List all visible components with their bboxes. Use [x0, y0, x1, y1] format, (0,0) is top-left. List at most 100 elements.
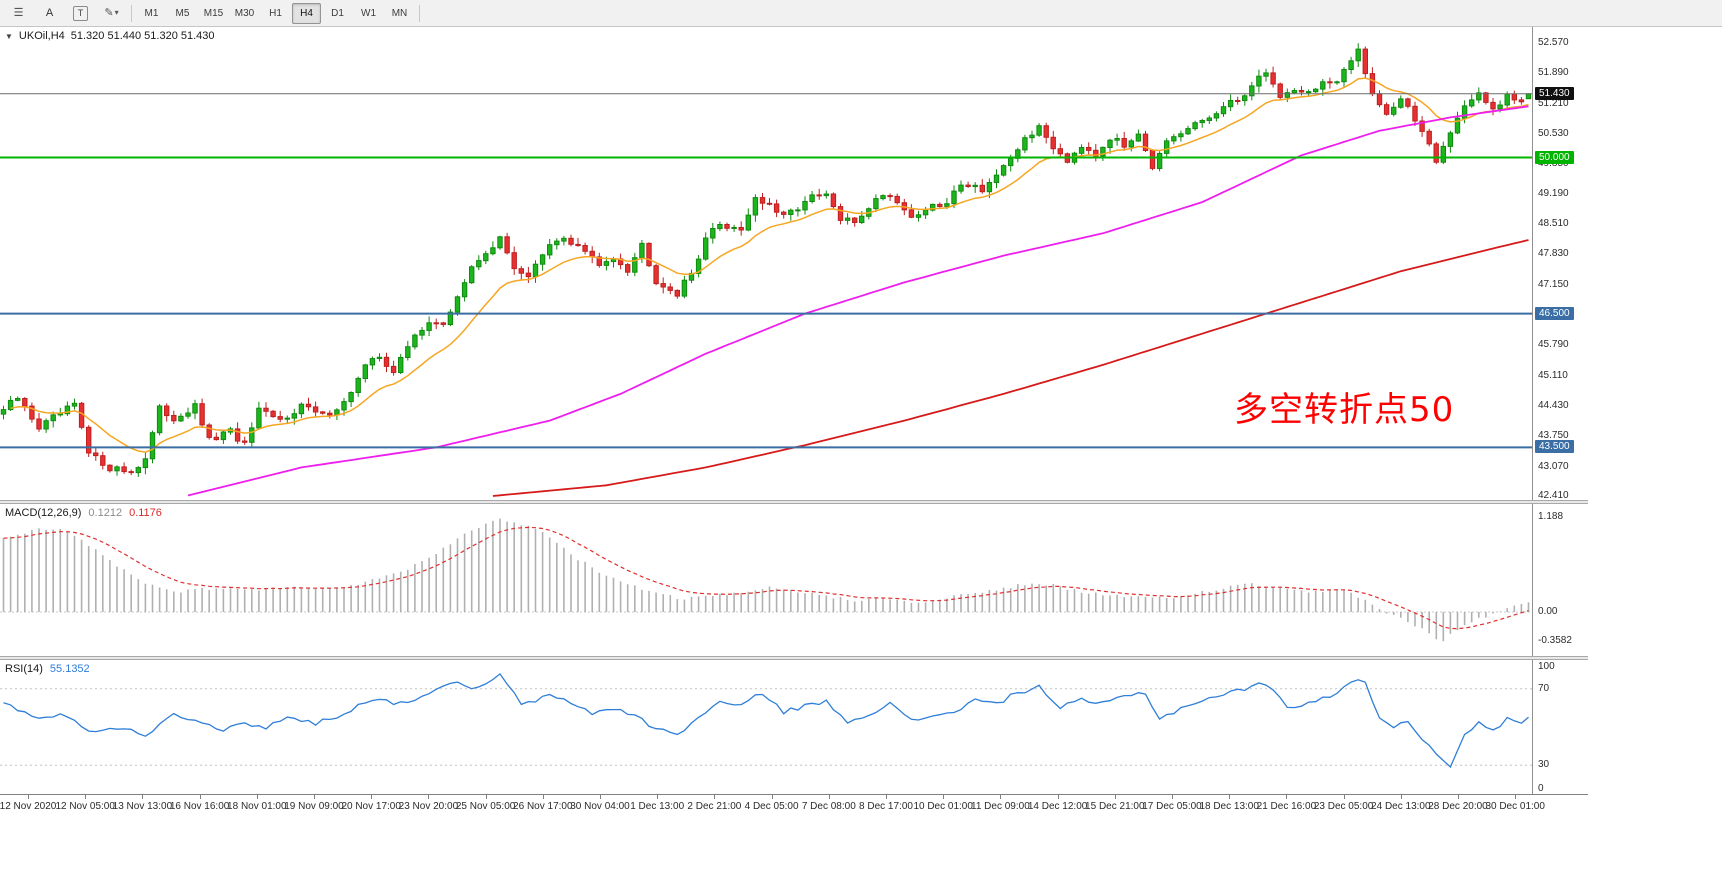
chart-lines-button[interactable]: ☰ — [4, 3, 33, 24]
time-tick — [314, 795, 315, 799]
time-axis-label: 23 Nov 20:00 — [398, 801, 459, 812]
rsi-title: RSI(14) — [5, 663, 43, 675]
time-tick — [199, 795, 201, 799]
time-tick — [1515, 795, 1517, 799]
symbol-title: UKOil,H4 — [18, 30, 65, 42]
timeframe-group: M1 M5 M15 M30 H1 H4 D1 W1 MN — [136, 2, 415, 24]
time-axis-label: 13 Nov 13:00 — [112, 801, 173, 812]
time-tick — [657, 795, 659, 799]
price-level-badge: 46.500 — [1535, 306, 1574, 320]
time-axis-label: 30 Dec 01:00 — [1485, 801, 1545, 812]
chart-lines-icon: ☰ — [13, 6, 24, 19]
time-tick — [371, 795, 373, 799]
price-tick-label: 48.510 — [1538, 217, 1569, 229]
symbol-dropdown-arrow-icon[interactable]: ▼ — [5, 31, 13, 41]
time-axis-label: 14 Dec 12:00 — [1027, 801, 1088, 812]
time-axis-label: 8 Dec 17:00 — [859, 801, 913, 812]
timeframe-button-m15[interactable]: M15 — [203, 7, 224, 19]
price-tick-label: 43.750 — [1538, 430, 1569, 442]
time-tick — [1286, 795, 1288, 799]
panel-divider[interactable] — [0, 656, 1588, 660]
time-tick — [828, 795, 830, 799]
price-tick-label: 43.070 — [1538, 460, 1569, 472]
time-tick — [1458, 795, 1459, 799]
text-annotation-button[interactable]: A — [35, 3, 64, 24]
time-tick — [771, 795, 773, 799]
price-tick-label: 47.830 — [1538, 248, 1569, 260]
time-tick — [943, 795, 945, 799]
rsi-label: RSI(14) 55.1352 — [5, 663, 90, 675]
time-tick — [1000, 795, 1002, 799]
price-tick-label: 44.430 — [1538, 399, 1569, 411]
time-tick — [1229, 795, 1231, 799]
shapes-dropdown-button[interactable]: ✎ ▾ — [97, 3, 126, 24]
rsi-axis: 100 70 30 0 — [1534, 660, 1588, 794]
price-level-badge: 50.000 — [1535, 150, 1574, 164]
macd-panel[interactable]: MACD(12,26,9) 0.1212 0.1176 — [0, 504, 1532, 656]
macd-label: MACD(12,26,9) 0.1212 0.1176 — [5, 507, 162, 519]
price-tick-label: 49.190 — [1538, 187, 1569, 199]
price-tick-label: 42.410 — [1538, 489, 1569, 501]
time-axis-label: 12 Nov 05:00 — [55, 801, 115, 812]
text-a-icon: A — [45, 7, 54, 19]
time-tick — [28, 795, 29, 799]
time-axis-label: 4 Dec 05:00 — [744, 801, 799, 812]
panel-divider[interactable] — [0, 500, 1588, 504]
time-axis-label: 11 Dec 09:00 — [971, 801, 1030, 812]
rsi-svg — [0, 672, 1532, 769]
rsi-tick-label: 100 — [1538, 661, 1555, 672]
rsi-tick-label: 70 — [1538, 682, 1550, 694]
price-chart-svg — [0, 43, 1532, 497]
time-tick — [886, 795, 887, 799]
time-axis-label: 2 Dec 21:00 — [687, 801, 742, 812]
toolbar-separator — [419, 4, 420, 22]
toolbar-separator — [131, 4, 132, 22]
time-axis-label: 28 Dec 20:00 — [1428, 801, 1488, 812]
top-toolbar: ☰ A T ✎ ▾ M1 M5 M15 M30 H1 H4 D1 W1 MN — [0, 0, 1722, 27]
rsi-panel[interactable]: RSI(14) 55.1352 — [0, 660, 1532, 794]
time-axis-label: 16 Nov 16:00 — [169, 801, 230, 812]
time-axis-label: 23 Dec 05:00 — [1313, 801, 1374, 812]
time-axis-label: 25 Nov 05:00 — [455, 801, 516, 812]
timeframe-button-d1[interactable]: D1 — [331, 7, 344, 19]
price-chart-panel[interactable]: ▼ UKOil,H4 51.320 51.440 51.320 51.430 多… — [0, 26, 1532, 500]
macd-axis: 1.188 0.00 -0.3582 — [1534, 504, 1588, 656]
macd-tick-label: 0.00 — [1538, 606, 1558, 617]
price-tick-label: 45.110 — [1538, 369, 1568, 381]
time-tick — [85, 795, 87, 799]
time-axis-label: 18 Nov 01:00 — [227, 801, 287, 812]
price-axis[interactable]: 52.570 51.890 51.210 50.530 49.850 49.190 48.5… — [1534, 26, 1588, 501]
time-tick — [1114, 795, 1116, 799]
time-tick — [1172, 795, 1173, 799]
time-axis-label: 1 Dec 13:00 — [630, 801, 685, 812]
timeframe-button-h4[interactable]: H4 — [292, 2, 321, 24]
price-tick-label: 51.210 — [1538, 97, 1569, 109]
price-tick-label: 47.150 — [1538, 278, 1569, 290]
time-tick — [600, 795, 601, 799]
timeframe-button-mn[interactable]: MN — [391, 7, 408, 19]
timeframe-button-h1[interactable]: H1 — [269, 7, 282, 19]
timeframe-button-w1[interactable]: W1 — [361, 7, 376, 19]
time-axis-label: 19 Nov 09:00 — [284, 801, 344, 812]
timeframe-button-m1[interactable]: M1 — [144, 7, 159, 19]
macd-tick-label: 1.188 — [1538, 510, 1564, 522]
timeframe-button-m5[interactable]: M5 — [175, 7, 190, 19]
time-axis-label: 12 Nov 2020 — [0, 801, 57, 812]
macd-title: MACD(12,26,9) — [5, 507, 82, 519]
price-tick-label: 50.530 — [1538, 127, 1569, 139]
text-label-icon: T — [73, 5, 88, 21]
time-axis-label: 17 Dec 05:00 — [1142, 801, 1202, 812]
macd-signal-value: 0.1176 — [129, 507, 162, 519]
timeframe-button-m30[interactable]: M30 — [234, 7, 255, 19]
rsi-tick-label: 0 — [1538, 783, 1544, 794]
time-tick — [428, 795, 430, 799]
rsi-value: 55.1352 — [49, 663, 90, 675]
ohlc-values: 51.320 51.440 51.320 51.430 — [70, 30, 215, 42]
time-axis-label: 10 Dec 01:00 — [913, 801, 973, 812]
price-tick-label: 49.850 — [1538, 158, 1569, 170]
price-tick-label: 45.790 — [1538, 339, 1569, 351]
time-axis[interactable]: 12 Nov 2020 12 Nov 05:00 13 Nov 13:00 16 No… — [0, 794, 1588, 819]
current-price-badge: 51.430 — [1535, 86, 1574, 100]
text-label-button[interactable]: T — [66, 3, 95, 24]
time-axis-label: 26 Nov 17:00 — [513, 801, 573, 812]
